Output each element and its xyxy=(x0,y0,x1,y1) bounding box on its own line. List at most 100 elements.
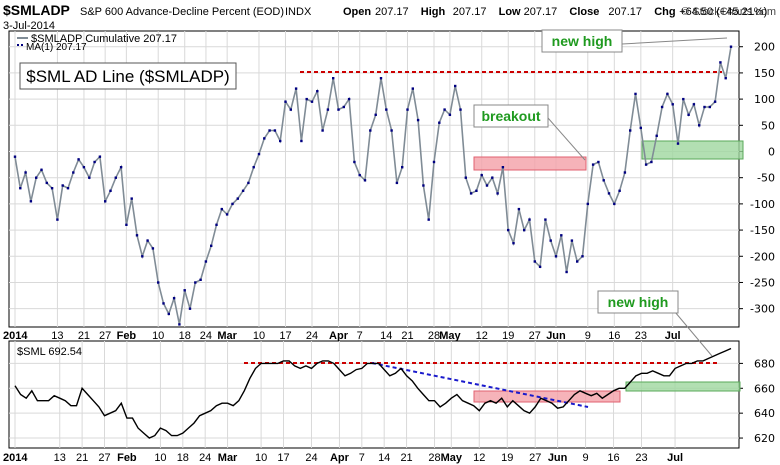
bottom-y-tick-label: 620 xyxy=(754,432,775,445)
ad-line-point xyxy=(98,155,102,158)
ad-line-point xyxy=(72,171,75,174)
bottom-x-tick-label: 10 xyxy=(255,452,267,464)
ad-line-point xyxy=(104,200,107,203)
ad-line-point xyxy=(666,92,669,96)
ad-line-point xyxy=(660,105,664,109)
ad-line-point xyxy=(268,129,271,132)
top-y-tick-label: -150 xyxy=(750,224,775,237)
top-x-tick-label: 18 xyxy=(179,330,191,342)
ad-line-point xyxy=(708,105,711,109)
ad-line-point xyxy=(634,92,637,96)
ad-line-point xyxy=(273,129,277,132)
ad-line-point xyxy=(77,158,80,161)
ad-line-point xyxy=(257,152,261,156)
ad-line-point xyxy=(496,192,499,195)
ad-line-point xyxy=(703,105,706,109)
top-x-tick-label: 10 xyxy=(253,330,265,342)
ad-line-point xyxy=(35,176,38,179)
ohlc-value: +64.50 (+45.21%) xyxy=(679,6,767,18)
ad-line-point xyxy=(724,77,727,80)
ad-line-point xyxy=(151,247,155,250)
ad-line-point xyxy=(225,213,229,216)
top-x-tick-label: Feb xyxy=(117,330,137,342)
ad-line-point xyxy=(342,105,345,109)
bottom-x-tick-label: 9 xyxy=(583,452,589,464)
ohlc-value: 207.17 xyxy=(375,6,409,18)
sml-price-path xyxy=(14,347,732,439)
sml-price-series xyxy=(14,347,732,439)
top-y-tick-label: 100 xyxy=(754,93,775,106)
ad-line-point xyxy=(480,173,483,177)
ohlc-readout: Open 207.17 High 207.17 Low 207.17 Close 207.17… xyxy=(343,6,767,18)
top-x-tick-label: 27 xyxy=(99,330,111,342)
ad-line-point xyxy=(284,100,287,103)
resistance-zone-top xyxy=(473,156,587,171)
ad-line-point xyxy=(501,166,505,169)
ad-line-point xyxy=(114,176,117,179)
ad-line-point xyxy=(66,187,70,190)
resistance-zone-bottom xyxy=(473,390,621,403)
ad-line-point xyxy=(549,239,552,242)
ad-line-point xyxy=(607,192,611,195)
ad-line-point xyxy=(390,129,393,132)
ad-line-point xyxy=(204,260,208,263)
top-x-tick-label: 2014 xyxy=(3,330,28,342)
bottom-x-tick-label: 23 xyxy=(635,452,647,464)
ad-line-title: $SML AD Line ($SMLADP) xyxy=(26,67,229,86)
ad-line-point xyxy=(374,113,377,116)
bottom-x-tick-label: 2014 xyxy=(3,452,28,464)
top-x-tick-label: 24 xyxy=(200,330,212,342)
ad-line-point xyxy=(416,118,420,122)
ad-line-title-box xyxy=(19,62,237,90)
ad-line-point xyxy=(406,108,409,111)
ad-line-point xyxy=(655,134,658,137)
ad-line-point xyxy=(241,189,245,192)
ohlc-label: Close xyxy=(569,6,599,18)
ad-line-point xyxy=(554,255,558,258)
ad-line-point xyxy=(326,108,330,111)
ad-line-point xyxy=(141,255,144,258)
top-x-tick-label: 24 xyxy=(306,330,318,342)
ohlc-label: Open xyxy=(343,6,371,18)
ad-line-point xyxy=(464,176,467,179)
ad-line-point xyxy=(337,108,340,111)
ad-line-point xyxy=(676,142,680,145)
ad-line-point xyxy=(544,218,547,221)
ad-line-point xyxy=(443,108,446,111)
ad-line-point xyxy=(369,129,372,132)
bottom-x-tick-label: 28 xyxy=(428,452,440,464)
ad-line-point xyxy=(130,197,133,200)
ad-line-point xyxy=(427,218,430,221)
ad-line-point xyxy=(538,265,542,268)
bottom-x-tick-label: Mar xyxy=(218,452,238,464)
top-y-tick-label: 50 xyxy=(761,119,775,132)
bottom-x-tick-label: 19 xyxy=(501,452,513,464)
breakout-box xyxy=(473,104,549,128)
ad-line-point xyxy=(40,168,43,171)
bottom-x-tick-label: 7 xyxy=(359,452,365,464)
ad-line-point xyxy=(247,181,250,185)
ad-line-point xyxy=(146,239,149,242)
ad-line-point xyxy=(469,192,473,195)
ad-line-point xyxy=(448,113,452,116)
ad-line-point xyxy=(220,207,223,211)
symbol-description: S&P 600 Advance-Decline Percent (EOD) xyxy=(80,6,284,18)
bottom-x-tick-label: 24 xyxy=(199,452,211,464)
bottom-x-tick-label: 21 xyxy=(400,452,412,464)
ad-line-point xyxy=(172,297,176,300)
bottom-x-tick-label: Apr xyxy=(330,452,350,464)
ad-line-point xyxy=(512,242,515,245)
ad-line-point xyxy=(13,155,17,158)
ad-line-point xyxy=(687,113,690,116)
top-y-tick-label: -50 xyxy=(757,172,775,185)
ad-line-point xyxy=(29,200,33,203)
ad-line-point xyxy=(459,108,462,111)
ad-line-point xyxy=(162,302,165,305)
bottom-x-tick-label: 18 xyxy=(177,452,189,464)
top-x-tick-label: 17 xyxy=(279,330,291,342)
bottom-x-tick-label: 13 xyxy=(54,452,66,464)
ad-line-point xyxy=(305,97,308,101)
ad-line-series xyxy=(13,45,733,326)
ad-line-point xyxy=(438,121,441,124)
ad-line-point xyxy=(602,179,605,182)
